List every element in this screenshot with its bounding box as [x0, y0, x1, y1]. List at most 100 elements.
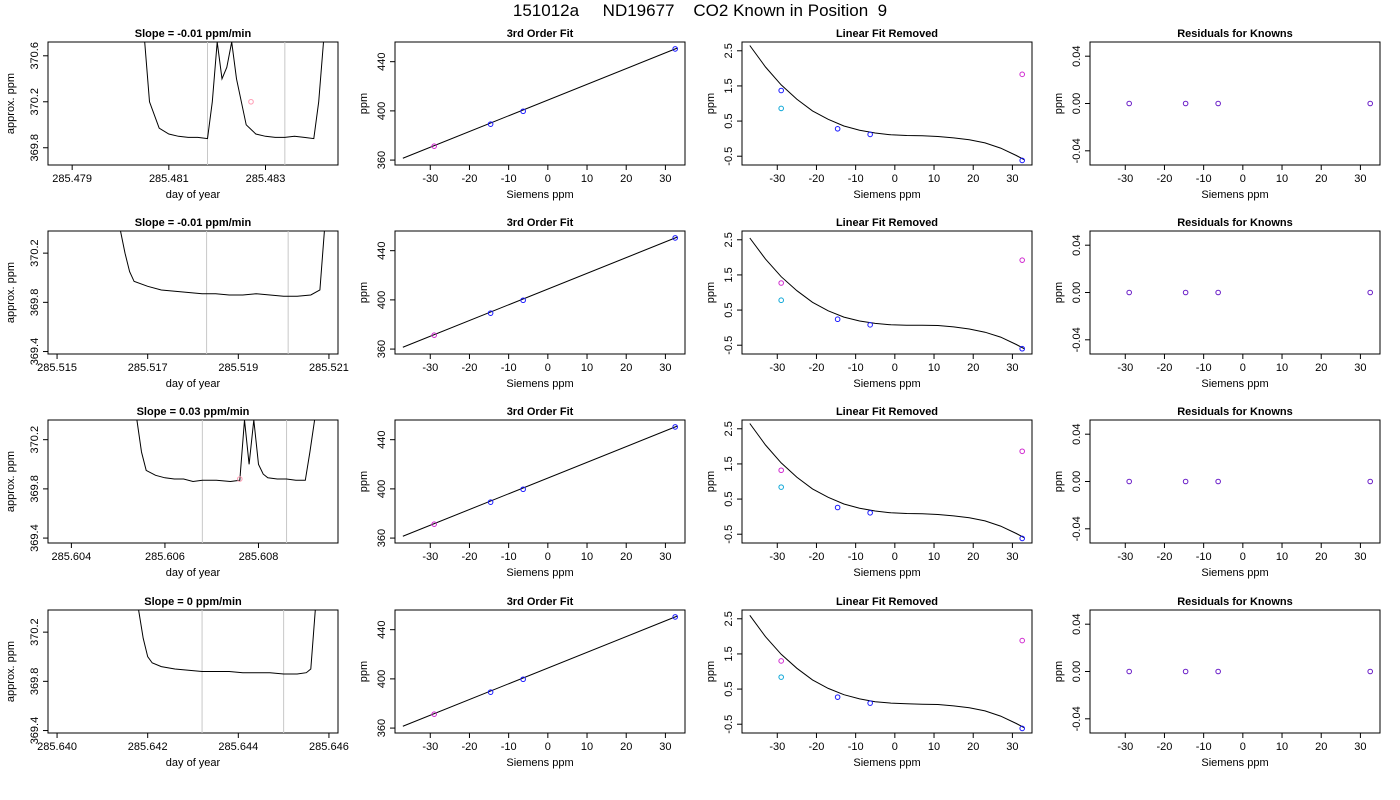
y-axis-label: ppm: [705, 661, 717, 682]
x-axis-label: Siemens ppm: [1201, 189, 1268, 201]
y-tick-label: 369.4: [29, 717, 41, 745]
x-tick-label: 20: [1315, 362, 1327, 374]
panel-title: Linear Fit Removed: [836, 596, 938, 608]
data-point: [834, 126, 841, 132]
y-tick-label: 370.2: [29, 426, 41, 454]
data-point: [520, 676, 526, 683]
data-point: [520, 297, 526, 304]
data-point: [834, 694, 841, 700]
x-axis-label: Siemens ppm: [506, 189, 573, 201]
x-tick-label: 0: [545, 173, 551, 185]
fit-line: [402, 615, 678, 727]
fit-curve: [749, 237, 1025, 350]
x-axis-label: day of year: [166, 567, 221, 579]
panel-linear-removed-row-4: Linear Fit Removed -30 -20 -10 0 10 20 30 -0.5 0.…: [705, 596, 1033, 769]
y-tick-label: 2.5: [723, 611, 735, 626]
plot-frame: [1089, 609, 1381, 734]
y-axis-label: ppm: [358, 93, 370, 114]
y-tick-label: 369.8: [29, 134, 41, 162]
x-tick-label: 0: [892, 551, 898, 563]
panel-cubic-fit-row-3: 3rd Order Fit -30 -20 -10 0 10 20 30 360 400 440 Si…: [358, 406, 686, 579]
data-point: [1019, 448, 1026, 455]
plot-area: [1126, 100, 1374, 107]
x-tick-label: 0: [1240, 362, 1246, 374]
x-tick-label: 10: [581, 362, 593, 374]
y-axis-label: ppm: [358, 471, 370, 492]
data-point: [520, 108, 526, 115]
data-point: [248, 98, 254, 105]
x-tick-label: -30: [422, 362, 438, 374]
data-point: [867, 509, 873, 516]
panel-linear-removed-row-2: Linear Fit Removed -30 -20 -10 0 10 20 30 -0.5 0.…: [705, 217, 1033, 390]
data-point: [1182, 478, 1189, 485]
data-point: [672, 46, 679, 52]
x-tick-label: 285.608: [239, 551, 279, 563]
y-tick-label: 0.5: [723, 681, 735, 696]
x-tick-label: 10: [581, 173, 593, 185]
x-tick-label: 0: [892, 741, 898, 753]
x-axis-label: Siemens ppm: [853, 757, 920, 769]
x-axis-label: day of year: [166, 189, 221, 201]
panel-title: 3rd Order Fit: [507, 596, 574, 608]
x-tick-label: 30: [659, 173, 671, 185]
y-axis-label: approx. ppm: [5, 451, 17, 512]
plot-frame: [1089, 41, 1381, 166]
y-tick-label: 2.5: [723, 421, 735, 436]
x-tick-label: 285.479: [52, 173, 92, 185]
panel-title: Slope = -0.01 ppm/min: [135, 28, 252, 40]
data-point: [778, 674, 784, 680]
data-point: [778, 297, 784, 304]
x-axis-label: Siemens ppm: [853, 378, 920, 390]
plot-frame: [394, 41, 686, 166]
x-tick-label: 20: [620, 551, 632, 563]
y-tick-label: 0.00: [1071, 471, 1083, 492]
x-tick-label: -30: [422, 741, 438, 753]
y-tick-label: 369.4: [29, 338, 41, 366]
panel-title: Slope = 0 ppm/min: [144, 596, 242, 608]
data-point: [1126, 668, 1132, 675]
series-line-0: [138, 610, 316, 675]
x-tick-label: 0: [892, 362, 898, 374]
plot-frame: [47, 419, 339, 544]
x-tick-label: -30: [769, 741, 785, 753]
plot-frame: [394, 419, 686, 544]
x-tick-label: 10: [581, 551, 593, 563]
plot-frame: [47, 609, 339, 734]
x-tick-label: 30: [659, 551, 671, 563]
y-tick-label: 400: [376, 291, 388, 309]
data-point: [487, 689, 494, 695]
panel-cubic-fit-row-4: 3rd Order Fit -30 -20 -10 0 10 20 30 360 400 440 Si…: [358, 596, 686, 769]
data-point: [1215, 668, 1221, 675]
y-tick-label: 400: [376, 480, 388, 498]
panel-title: 3rd Order Fit: [507, 28, 574, 40]
x-tick-label: 0: [1240, 551, 1246, 563]
plot-frame: [394, 230, 686, 355]
data-point: [1367, 668, 1374, 675]
data-point: [867, 322, 873, 328]
panel-title: Slope = -0.01 ppm/min: [135, 217, 252, 229]
data-point: [1019, 71, 1026, 78]
x-tick-label: -10: [1196, 741, 1212, 753]
panel-title: Residuals for Knowns: [1177, 406, 1293, 418]
x-tick-label: 10: [1276, 173, 1288, 185]
x-tick-label: 10: [1276, 551, 1288, 563]
plot-area: [136, 420, 316, 543]
x-tick-label: 285.646: [309, 741, 349, 753]
data-point: [867, 131, 873, 138]
data-point: [520, 486, 526, 493]
data-point: [431, 143, 437, 149]
y-tick-label: -0.5: [723, 147, 735, 166]
panel-title: Slope = 0.03 ppm/min: [137, 406, 250, 418]
data-point: [1182, 668, 1189, 675]
x-tick-label: 0: [545, 551, 551, 563]
fit-curve: [749, 423, 1025, 539]
y-tick-label: 440: [376, 621, 388, 639]
data-point: [672, 614, 679, 620]
x-tick-label: -20: [462, 173, 478, 185]
x-tick-label: 285.483: [246, 173, 286, 185]
y-axis-label: ppm: [1053, 471, 1065, 492]
fit-line: [402, 425, 678, 537]
x-tick-label: 20: [620, 362, 632, 374]
x-tick-label: -20: [809, 173, 825, 185]
x-tick-label: -20: [1157, 551, 1173, 563]
